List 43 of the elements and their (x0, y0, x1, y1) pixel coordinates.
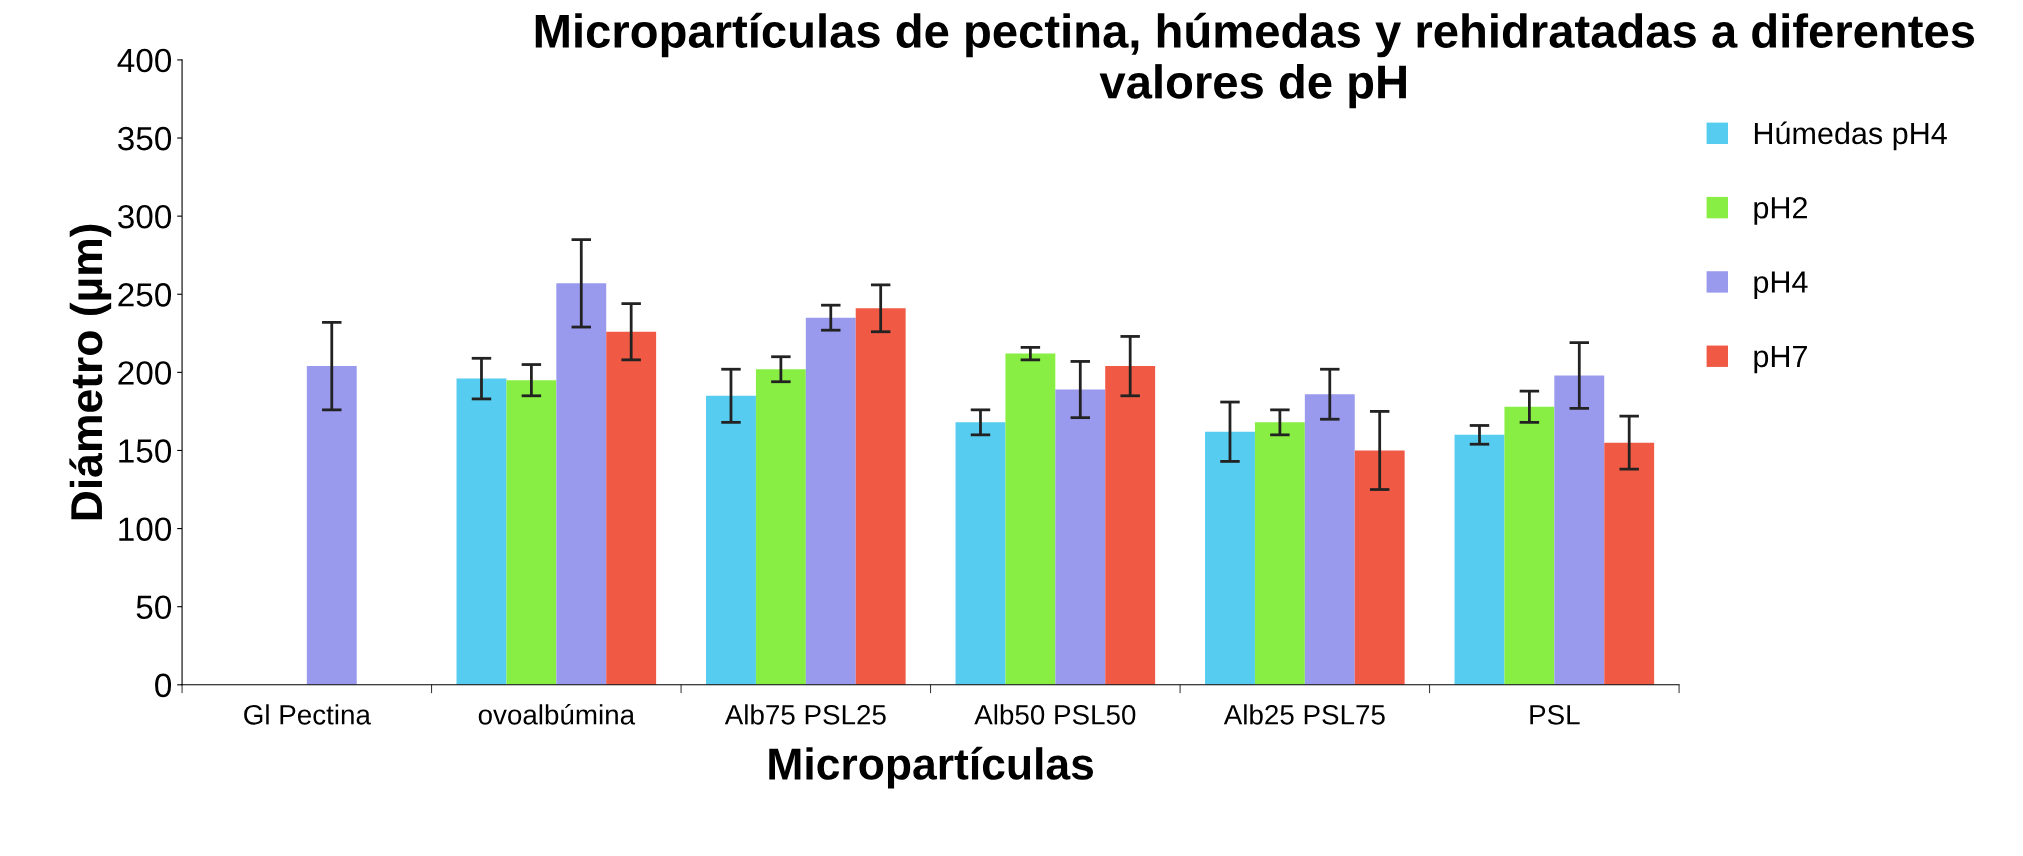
bar (1554, 375, 1605, 685)
bar (955, 422, 1006, 685)
legend-label: pH7 (1754, 345, 1807, 374)
y-tick-label: 100 (119, 517, 172, 541)
legend-label: Húmedas pH4 (1754, 121, 1947, 151)
x-tick-label: PSL (1530, 704, 1580, 725)
bar (1504, 406, 1555, 685)
y-tick-label: 0 (155, 673, 172, 698)
x-tick-label: ovoalbúmina (478, 703, 636, 725)
y-tick-label: 400 (117, 48, 172, 73)
bar (855, 308, 906, 685)
y-tick-label: 350 (118, 126, 172, 151)
y-tick-label: 250 (118, 283, 172, 307)
bar (456, 378, 507, 685)
legend-label: pH2 (1754, 196, 1807, 225)
bar (1354, 450, 1405, 685)
y-tick-label: 200 (118, 361, 172, 385)
bar (506, 380, 557, 685)
x-axis-title: Micropartículas (769, 746, 1094, 789)
y-tick-label: 50 (136, 595, 172, 620)
bar (1254, 422, 1305, 685)
bar (755, 369, 806, 685)
y-tick-label: 150 (119, 439, 172, 463)
bar (1055, 389, 1106, 685)
bar (1105, 366, 1156, 685)
x-tick-label: Alb75 PSL25 (724, 704, 886, 725)
x-tick-label: Gl Pectina (244, 704, 371, 725)
bar (1454, 434, 1505, 685)
y-tick-label: 300 (118, 204, 172, 229)
x-tick-label: Alb50 PSL50 (974, 704, 1136, 725)
bar (1005, 353, 1056, 685)
bar (805, 317, 856, 685)
bar (706, 395, 756, 685)
bar (306, 366, 357, 685)
chart-title: Micropartículas de pectina, húmedas y rehidratadas a diferentes valores de pH (535, 12, 1975, 109)
bar (1205, 431, 1255, 685)
x-tick-label: Alb25 PSL75 (1223, 704, 1385, 725)
legend-label: pH4 (1754, 271, 1808, 299)
bar (1304, 394, 1355, 685)
bar (1604, 442, 1655, 685)
bar (556, 283, 607, 685)
y-axis-title: Diámetro (µm) (69, 224, 112, 520)
bar (606, 331, 657, 685)
